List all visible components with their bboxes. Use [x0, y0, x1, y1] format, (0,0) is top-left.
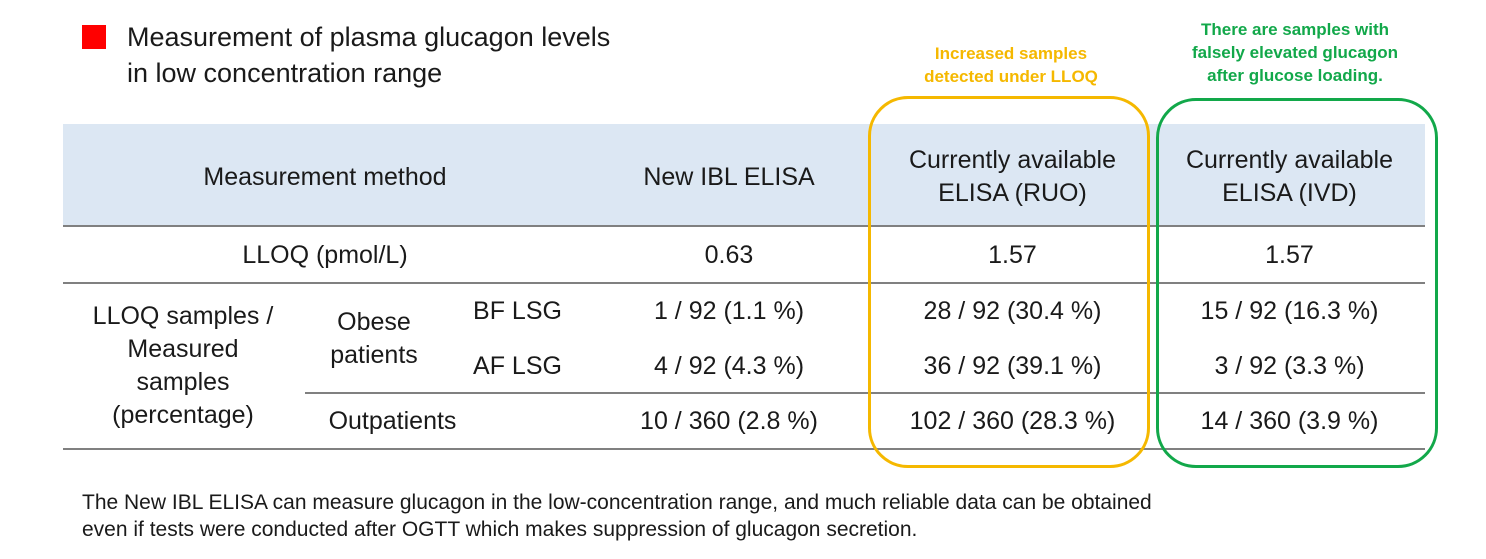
table-divider [63, 225, 1425, 227]
header-ivd-elisa: Currently available ELISA (IVD) [1185, 146, 1394, 207]
lloq-new-ibl: 0.63 [704, 241, 754, 269]
footer-note: The New IBL ELISA can measure glucagon i… [82, 491, 1152, 541]
slide-title: Measurement of plasma glucagon levels in… [127, 22, 611, 88]
cell-outpatients-ivd: 14 / 360 (3.9 %) [1200, 407, 1379, 435]
obese-patients-label: Obese patients [330, 308, 418, 369]
header-new-ibl-elisa: New IBL ELISA [643, 163, 815, 191]
row-label-outpatients: Outpatients [328, 407, 457, 435]
lloq-label: LLOQ (pmol/L) [242, 241, 408, 269]
lloq-ruo: 1.57 [988, 241, 1037, 269]
header-measurement-method: Measurement method [203, 163, 447, 191]
cell-af-ruo: 36 / 92 (39.1 %) [923, 352, 1102, 380]
ivd-highlight-frame [1156, 98, 1438, 468]
cell-bf-ivd: 15 / 92 (16.3 %) [1200, 297, 1379, 325]
cell-bf-ruo: 28 / 92 (30.4 %) [923, 297, 1102, 325]
row-label-af-lsg: AF LSG [473, 352, 562, 380]
cell-bf-new-ibl: 1 / 92 (1.1 %) [653, 297, 805, 325]
table-header-band [63, 124, 1425, 226]
table-divider [63, 282, 1425, 284]
cell-outpatients-new-ibl: 10 / 360 (2.8 %) [640, 407, 818, 435]
row-label-bf-lsg: BF LSG [473, 297, 562, 325]
ivd-callout-note: There are samples with falsely elevated … [1192, 20, 1398, 85]
cell-outpatients-ruo: 102 / 360 (28.3 %) [909, 407, 1116, 435]
lloq-ivd: 1.57 [1265, 241, 1314, 269]
table-bottom-border [63, 448, 1425, 450]
cell-af-new-ibl: 4 / 92 (4.3 %) [653, 352, 805, 380]
header-ruo-elisa: Currently available ELISA (RUO) [908, 146, 1117, 207]
table-divider [305, 392, 1425, 394]
cell-af-ivd: 3 / 92 (3.3 %) [1214, 352, 1365, 380]
bullet-marker [82, 25, 106, 49]
ruo-highlight-frame [868, 96, 1150, 468]
group-label: LLOQ samples / Measured samples (percent… [92, 302, 274, 429]
ruo-callout-note: Increased samples detected under LLOQ [924, 44, 1098, 86]
